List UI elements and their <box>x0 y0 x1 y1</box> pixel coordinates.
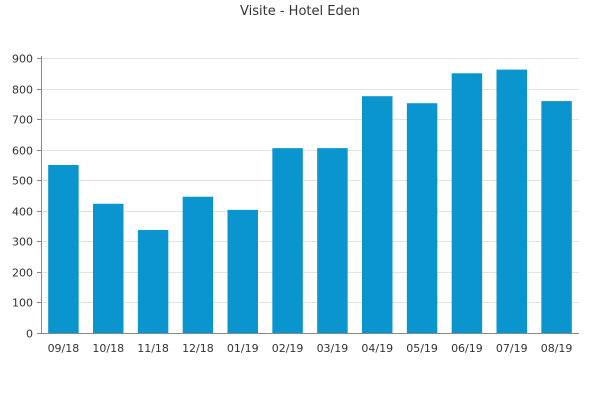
bars <box>48 69 572 334</box>
bar-09-18 <box>48 164 79 333</box>
y-tick-label: 400 <box>12 206 33 219</box>
y-tick-label: 200 <box>12 267 33 280</box>
y-tick-labels: 0 100 200 300 400 500 600 700 800 900 <box>12 53 33 341</box>
y-tick-label: 900 <box>12 53 33 66</box>
y-tick-label: 600 <box>12 145 33 158</box>
bar-07-19 <box>496 69 527 333</box>
x-tick-label: 04/19 <box>361 342 393 355</box>
bar-12-18 <box>182 196 214 333</box>
x-tick-label: 08/19 <box>541 342 573 355</box>
y-tick-label: 500 <box>12 175 33 188</box>
x-tick-label: 06/19 <box>451 342 483 355</box>
y-tick-label: 800 <box>12 84 33 97</box>
bar-02-19 <box>272 148 303 333</box>
x-tick-labels: 09/18 10/18 11/18 12/18 01/19 02/19 03/19 04/19… <box>48 342 573 355</box>
x-tick-label: 12/18 <box>182 342 214 355</box>
x-tick-label: 02/19 <box>272 342 304 355</box>
bar-04-19 <box>362 96 393 333</box>
chart-title: Visite - Hotel Eden <box>240 4 360 19</box>
axes <box>37 56 579 334</box>
bar-06-19 <box>451 73 483 334</box>
x-tick-label: 05/19 <box>406 342 438 355</box>
x-tick-label: 09/18 <box>48 342 80 355</box>
gridlines <box>41 58 579 303</box>
x-tick-label: 07/19 <box>496 342 528 355</box>
x-tick-label: 10/18 <box>92 342 124 355</box>
x-tick-label: 11/18 <box>137 342 169 355</box>
y-tick-label: 700 <box>12 114 33 127</box>
bar-05-19 <box>406 103 438 333</box>
bar-11-18 <box>137 230 169 333</box>
bar-10-18 <box>93 203 124 333</box>
y-tick-label: 0 <box>26 328 33 341</box>
x-tick-label: 01/19 <box>227 342 259 355</box>
x-tick-label: 03/19 <box>317 342 349 355</box>
y-tick-label: 300 <box>12 236 33 249</box>
bar-03-19 <box>317 148 348 333</box>
bar-08-19 <box>541 101 572 333</box>
y-tick-label: 100 <box>12 297 33 310</box>
bar-01-19 <box>227 209 258 333</box>
